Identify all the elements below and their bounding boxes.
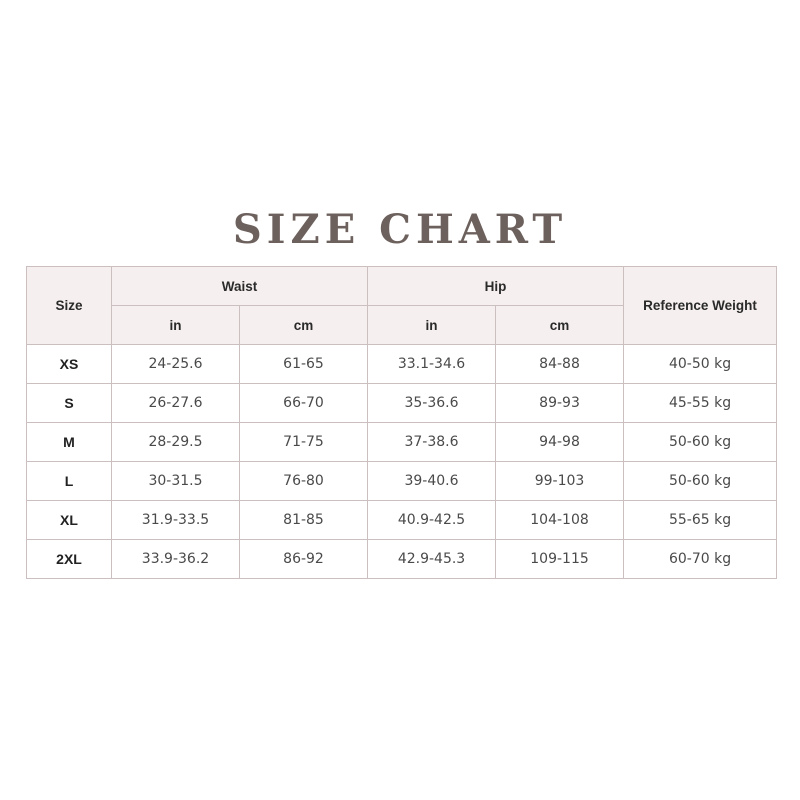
cell-weight: 60-70 kg (623, 539, 778, 579)
cell-waist-in: 31.9-33.5 (111, 500, 240, 540)
cell-hip-in: 40.9-42.5 (367, 500, 497, 540)
cell-size: L (26, 461, 112, 501)
header-size: Size (26, 266, 112, 345)
page-title: SIZE CHART (232, 206, 568, 253)
table-row: XL 31.9-33.5 81-85 40.9-42.5 104-108 55-65 kg (26, 500, 778, 540)
cell-hip-in: 39-40.6 (367, 461, 497, 501)
table-row: S 26-27.6 66-70 35-36.6 89-93 45-55 kg (26, 383, 778, 423)
cell-hip-in: 42.9-45.3 (367, 539, 497, 579)
table-row: XS 24-25.6 61-65 33.1-34.6 84-88 40-50 kg (26, 344, 778, 384)
cell-hip-cm: 99-103 (495, 461, 625, 501)
cell-size: 2XL (26, 539, 112, 579)
header-hip-in: in (367, 305, 497, 345)
cell-hip-cm: 109-115 (495, 539, 625, 579)
cell-hip-cm: 89-93 (495, 383, 625, 423)
cell-waist-cm: 76-80 (238, 461, 369, 501)
cell-size: S (26, 383, 112, 423)
cell-waist-in: 28-29.5 (111, 422, 240, 462)
cell-size: M (26, 422, 112, 462)
cell-hip-in: 33.1-34.6 (367, 344, 497, 384)
cell-hip-in: 37-38.6 (367, 422, 497, 462)
cell-waist-in: 30-31.5 (111, 461, 240, 501)
size-chart-table: Size Waist Hip Reference Weight in cm in… (26, 266, 778, 579)
cell-weight: 45-55 kg (623, 383, 778, 423)
cell-waist-in: 26-27.6 (111, 383, 240, 423)
header-waist: Waist (110, 266, 369, 306)
cell-weight: 55-65 kg (623, 500, 778, 540)
header-waist-in: in (111, 305, 240, 345)
header-waist-cm: cm (238, 305, 369, 345)
cell-waist-in: 33.9-36.2 (111, 539, 240, 579)
table-row: 2XL 33.9-36.2 86-92 42.9-45.3 109-115 60-70 k… (26, 539, 778, 579)
cell-waist-in: 24-25.6 (111, 344, 240, 384)
header-reference-weight: Reference Weight (623, 266, 778, 345)
cell-weight: 50-60 kg (623, 461, 778, 501)
cell-weight: 50-60 kg (623, 422, 778, 462)
table-row: L 30-31.5 76-80 39-40.6 99-103 50-60 kg (26, 461, 778, 501)
table-row: M 28-29.5 71-75 37-38.6 94-98 50-60 kg (26, 422, 778, 462)
cell-waist-cm: 86-92 (238, 539, 369, 579)
cell-waist-cm: 71-75 (238, 422, 369, 462)
cell-hip-cm: 84-88 (495, 344, 625, 384)
header-hip: Hip (367, 266, 625, 306)
cell-waist-cm: 61-65 (238, 344, 369, 384)
cell-hip-cm: 94-98 (495, 422, 625, 462)
header-hip-cm: cm (495, 305, 625, 345)
cell-size: XL (26, 500, 112, 540)
cell-hip-in: 35-36.6 (367, 383, 497, 423)
cell-weight: 40-50 kg (623, 344, 778, 384)
cell-size: XS (26, 344, 112, 384)
cell-waist-cm: 66-70 (238, 383, 369, 423)
cell-waist-cm: 81-85 (238, 500, 369, 540)
cell-hip-cm: 104-108 (495, 500, 625, 540)
